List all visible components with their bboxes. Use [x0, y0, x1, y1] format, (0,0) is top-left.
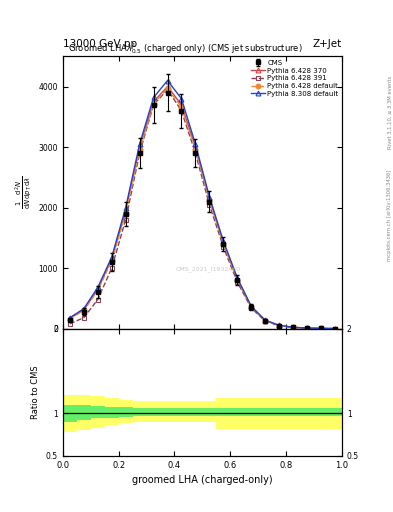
Pythia 6.428 370 [305, 325, 309, 331]
Pythia 6.428 391 [263, 318, 268, 324]
Pythia 6.428 370 [81, 307, 86, 313]
Line: Pythia 6.428 370: Pythia 6.428 370 [68, 84, 337, 331]
Pythia 6.428 370 [179, 102, 184, 108]
Pythia 8.308 default [165, 77, 170, 83]
Pythia 6.428 391 [305, 325, 309, 331]
Pythia 6.428 default [332, 326, 337, 332]
Pythia 6.428 391 [193, 150, 198, 156]
Pythia 6.428 370 [95, 286, 100, 292]
Pythia 6.428 default [221, 241, 226, 247]
Pythia 6.428 default [123, 210, 128, 217]
Text: Rivet 3.1.10, ≥ 3.3M events: Rivet 3.1.10, ≥ 3.3M events [387, 76, 392, 150]
Pythia 6.428 default [277, 323, 281, 329]
Pythia 8.308 default [151, 94, 156, 100]
Pythia 6.428 default [109, 258, 114, 264]
Pythia 6.428 default [165, 86, 170, 92]
Pythia 6.428 370 [123, 207, 128, 214]
Pythia 8.308 default [263, 317, 268, 323]
Pythia 6.428 391 [332, 326, 337, 332]
Pythia 6.428 370 [193, 144, 198, 150]
Pythia 6.428 370 [207, 196, 212, 202]
Pythia 6.428 370 [109, 256, 114, 262]
Pythia 8.308 default [109, 254, 114, 260]
Pythia 6.428 default [179, 104, 184, 110]
Pythia 8.308 default [291, 324, 296, 330]
Line: Pythia 6.428 default: Pythia 6.428 default [68, 86, 337, 331]
Pythia 6.428 391 [235, 279, 240, 285]
Pythia 6.428 391 [151, 102, 156, 108]
Pythia 8.308 default [68, 315, 72, 321]
Line: Pythia 6.428 391: Pythia 6.428 391 [68, 87, 337, 331]
Pythia 6.428 370 [291, 324, 296, 330]
Pythia 6.428 default [193, 146, 198, 153]
Pythia 6.428 391 [95, 296, 100, 303]
Pythia 6.428 391 [68, 321, 72, 327]
Pythia 6.428 370 [263, 317, 268, 324]
Pythia 6.428 default [95, 287, 100, 293]
Pythia 6.428 370 [319, 325, 323, 331]
Pythia 6.428 370 [249, 304, 253, 310]
Pythia 8.308 default [95, 284, 100, 290]
Pythia 8.308 default [235, 275, 240, 281]
X-axis label: groomed LHA (charged-only): groomed LHA (charged-only) [132, 475, 273, 485]
Text: mcplots.cern.ch [arXiv:1306.3436]: mcplots.cern.ch [arXiv:1306.3436] [387, 169, 392, 261]
Pythia 8.308 default [277, 322, 281, 328]
Text: $\frac{1}{\mathrm{d}N}\frac{\mathrm{d}^2N}{\mathrm{d}p_T\,\mathrm{d}\lambda}$: $\frac{1}{\mathrm{d}N}\frac{\mathrm{d}^2… [13, 176, 34, 209]
Pythia 8.308 default [221, 238, 226, 244]
Pythia 6.428 391 [109, 265, 114, 271]
Pythia 6.428 default [319, 325, 323, 331]
Pythia 6.428 391 [291, 325, 296, 331]
Pythia 6.428 391 [137, 150, 142, 156]
Pythia 6.428 default [137, 147, 142, 153]
Pythia 8.308 default [332, 326, 337, 332]
Pythia 6.428 370 [137, 144, 142, 150]
Pythia 6.428 370 [68, 315, 72, 322]
Pythia 8.308 default [319, 325, 323, 331]
Pythia 6.428 391 [165, 87, 170, 93]
Pythia 6.428 370 [332, 326, 337, 332]
Pythia 6.428 default [151, 100, 156, 106]
Pythia 6.428 default [291, 324, 296, 330]
Pythia 6.428 391 [319, 325, 323, 331]
Pythia 8.308 default [207, 194, 212, 200]
Pythia 6.428 370 [235, 276, 240, 282]
Pythia 6.428 370 [151, 99, 156, 105]
Text: CMS_2021_I1932460: CMS_2021_I1932460 [175, 266, 241, 271]
Pythia 6.428 370 [277, 323, 281, 329]
Pythia 6.428 391 [249, 305, 253, 311]
Pythia 6.428 default [305, 325, 309, 331]
Pythia 6.428 default [235, 277, 240, 283]
Pythia 8.308 default [305, 325, 309, 331]
Pythia 8.308 default [137, 141, 142, 147]
Pythia 8.308 default [193, 141, 198, 147]
Pythia 8.308 default [81, 306, 86, 312]
Pythia 6.428 default [81, 307, 86, 313]
Pythia 6.428 391 [81, 315, 86, 321]
Pythia 6.428 default [249, 304, 253, 310]
Pythia 6.428 391 [179, 108, 184, 114]
Text: 13000 GeV pp: 13000 GeV pp [63, 38, 137, 49]
Pythia 6.428 391 [221, 244, 226, 250]
Pythia 6.428 391 [123, 217, 128, 223]
Pythia 8.308 default [249, 303, 253, 309]
Pythia 6.428 default [68, 316, 72, 322]
Y-axis label: Ratio to CMS: Ratio to CMS [31, 366, 40, 419]
Pythia 8.308 default [179, 96, 184, 102]
Pythia 6.428 370 [165, 83, 170, 90]
Pythia 6.428 391 [207, 202, 212, 208]
Pythia 6.428 370 [221, 240, 226, 246]
Pythia 6.428 default [207, 197, 212, 203]
Line: Pythia 8.308 default: Pythia 8.308 default [68, 78, 337, 331]
Pythia 6.428 391 [277, 323, 281, 329]
Text: Z+Jet: Z+Jet [313, 38, 342, 49]
Legend: CMS, Pythia 6.428 370, Pythia 6.428 391, Pythia 6.428 default, Pythia 8.308 defa: CMS, Pythia 6.428 370, Pythia 6.428 391,… [249, 58, 340, 98]
Pythia 8.308 default [123, 204, 128, 210]
Pythia 6.428 default [263, 317, 268, 324]
Text: Groomed LHA$\lambda^1_{0.5}$ (charged only) (CMS jet substructure): Groomed LHA$\lambda^1_{0.5}$ (charged on… [68, 41, 303, 56]
